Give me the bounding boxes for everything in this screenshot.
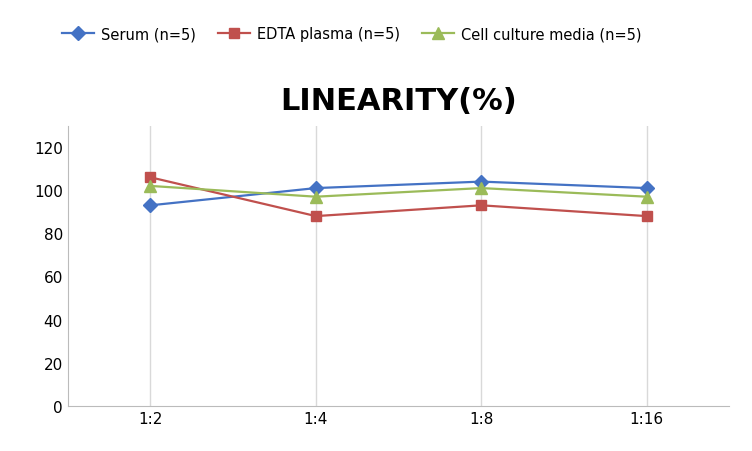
EDTA plasma (n=5) [311,214,320,219]
Cell culture media (n=5) [146,184,155,189]
Legend: Serum (n=5), EDTA plasma (n=5), Cell culture media (n=5): Serum (n=5), EDTA plasma (n=5), Cell cul… [62,28,642,42]
Serum (n=5) [477,179,486,185]
EDTA plasma (n=5) [642,214,651,219]
Cell culture media (n=5) [642,194,651,200]
Title: LINEARITY(%): LINEARITY(%) [280,87,517,115]
EDTA plasma (n=5) [477,203,486,208]
Cell culture media (n=5) [311,194,320,200]
Line: Cell culture media (n=5): Cell culture media (n=5) [145,181,652,203]
Serum (n=5) [311,186,320,191]
Line: Serum (n=5): Serum (n=5) [146,177,651,211]
Cell culture media (n=5) [477,186,486,191]
Serum (n=5) [642,186,651,191]
Serum (n=5) [146,203,155,208]
Line: EDTA plasma (n=5): EDTA plasma (n=5) [146,173,651,221]
EDTA plasma (n=5) [146,175,155,180]
